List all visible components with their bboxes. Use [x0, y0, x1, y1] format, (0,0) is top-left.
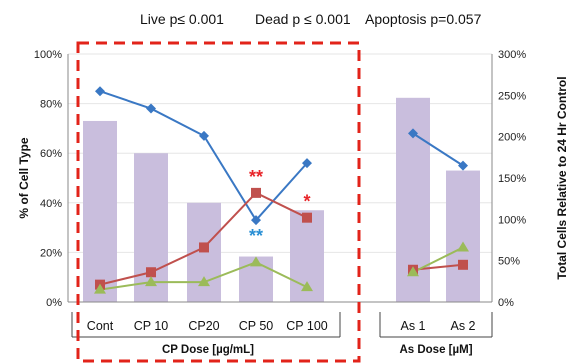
data-point-diamond — [408, 128, 418, 139]
series-markers — [94, 86, 469, 294]
data-point-square — [251, 187, 261, 198]
significance-marker: * — [303, 192, 310, 212]
group-label: As Dose [µM] — [399, 344, 472, 356]
right-tick-label: 0% — [498, 297, 514, 309]
significance-marker: ** — [249, 226, 263, 246]
series-line — [412, 246, 464, 274]
header: Live p≤ 0.001 Dead p ≤ 0.001 Apoptosis p… — [140, 11, 482, 27]
data-point-diamond — [95, 86, 105, 97]
bar — [83, 120, 117, 303]
data-point-triangle — [407, 266, 419, 277]
right-tick-label: 250% — [498, 90, 526, 102]
category-label: CP20 — [188, 319, 219, 333]
right-tick-label: 150% — [498, 173, 526, 185]
category-label: As 2 — [450, 319, 475, 333]
data-point-square — [302, 212, 312, 223]
category-label: CP 50 — [239, 319, 274, 333]
data-point-square — [146, 267, 156, 278]
highlight-box — [76, 41, 361, 363]
annotations: ***** — [249, 167, 311, 246]
category-label: Cont — [87, 319, 114, 333]
data-point-triangle — [145, 276, 157, 287]
group-label: CP Dose [µg/mL] — [162, 344, 254, 356]
left-tick-label: 0% — [46, 297, 62, 309]
data-point-diamond — [251, 215, 261, 226]
left-tick-label: 40% — [40, 198, 62, 210]
data-point-diamond — [302, 158, 312, 169]
category-label: CP 100 — [286, 319, 328, 333]
data-point-diamond — [199, 130, 209, 141]
y-axis-right-title: Total Cells Relative to 24 Hr Control — [555, 76, 569, 279]
right-tick-label: 200% — [498, 132, 526, 144]
header-live-stat: Live p≤ 0.001 — [140, 11, 224, 27]
axes — [67, 54, 493, 303]
data-point-triangle — [301, 281, 313, 292]
left-tick-label: 100% — [34, 49, 62, 61]
data-point-triangle — [457, 241, 469, 252]
data-point-triangle — [198, 276, 210, 287]
right-tick-label: 300% — [498, 49, 526, 61]
data-point-diamond — [146, 103, 156, 114]
data-point-square — [199, 242, 209, 253]
header-dead-stat: Dead p ≤ 0.001 — [255, 11, 351, 27]
axis-labels: 0% 20% 40% 60% 80% 100% 0% 50% 100% 150% 200% 250% 3… — [17, 49, 569, 356]
significance-marker: ** — [249, 167, 263, 187]
right-tick-label: 50% — [498, 256, 520, 268]
data-point-square — [458, 259, 468, 270]
left-tick-label: 20% — [40, 247, 62, 259]
right-tick-label: 100% — [498, 214, 526, 226]
data-point-triangle — [250, 256, 262, 267]
left-tick-label: 80% — [40, 99, 62, 111]
data-point-diamond — [458, 160, 468, 171]
left-tick-label: 60% — [40, 148, 62, 160]
bars — [83, 97, 480, 303]
header-apoptosis-stat: Apoptosis p=0.057 — [365, 11, 482, 27]
series-line — [99, 90, 308, 222]
data-point-triangle — [94, 283, 106, 294]
y-axis-title: % of Cell Type — [17, 137, 31, 218]
series-line — [412, 132, 464, 167]
bar — [446, 170, 480, 302]
highlight-box-rect — [76, 41, 361, 363]
category-label: As 1 — [400, 319, 425, 333]
category-label: CP 10 — [134, 319, 169, 333]
